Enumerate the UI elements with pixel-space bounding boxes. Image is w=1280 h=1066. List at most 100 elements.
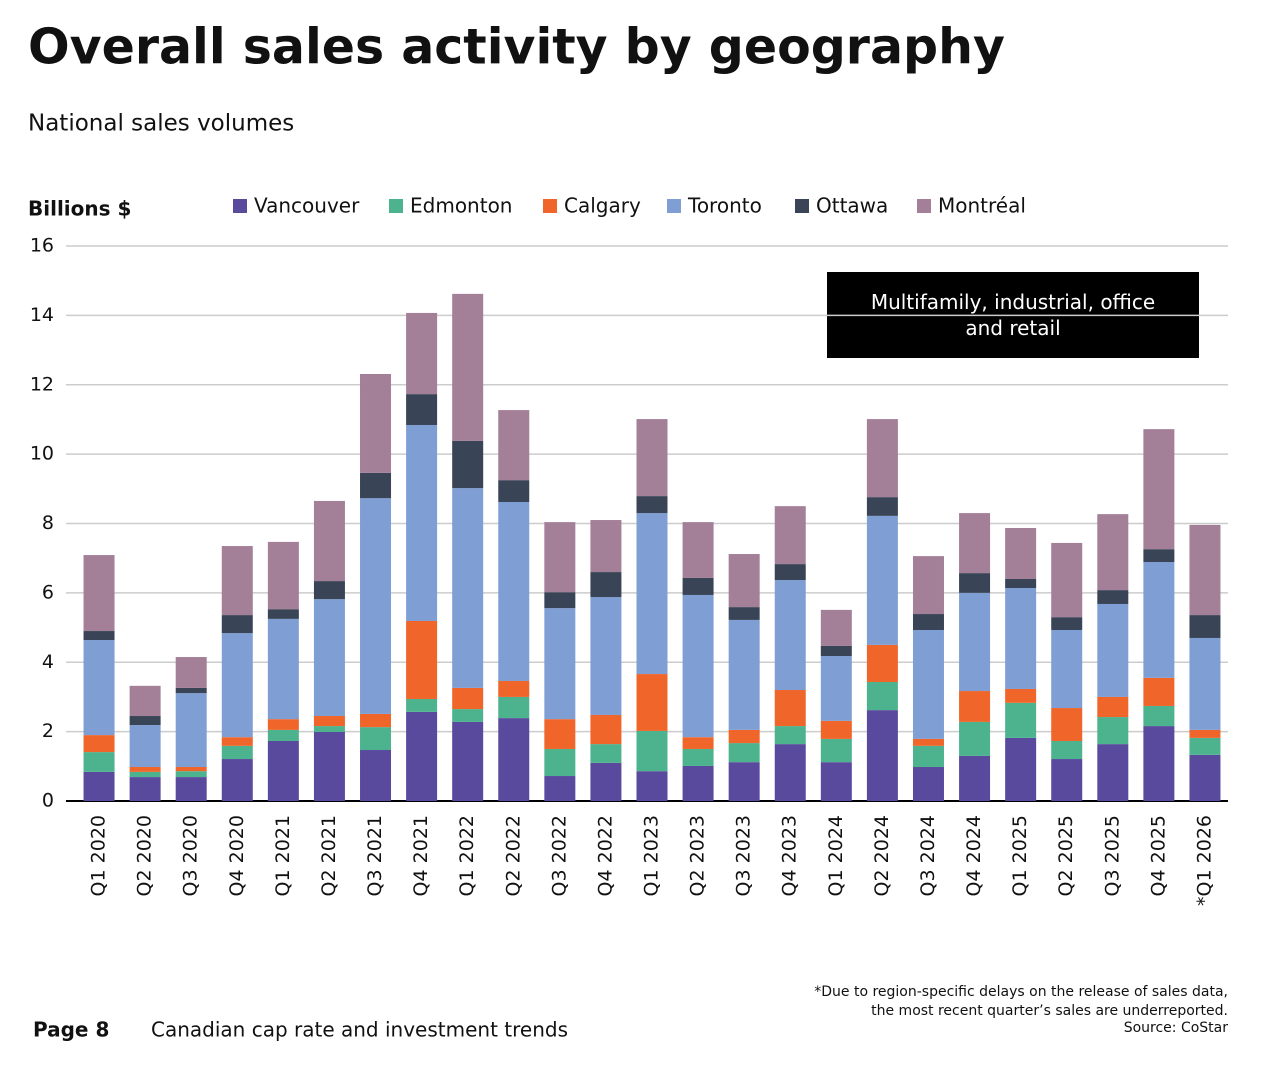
x-tick-label: Q4 2022 [594, 815, 616, 896]
bar-segment [221, 745, 253, 760]
bar-segment [406, 711, 438, 801]
bar-segment [313, 500, 345, 582]
bar-segment [360, 472, 392, 499]
x-tick-label: Q3 2024 [917, 815, 939, 896]
bar-segment [728, 743, 760, 763]
legend-swatch [667, 199, 681, 213]
bar-segment [1051, 740, 1083, 760]
y-tick-label: 6 [42, 581, 54, 603]
x-tick-label: Q3 2020 [180, 815, 202, 896]
bar-segment [774, 744, 806, 801]
bar-segment [267, 740, 299, 801]
bar-segment [1005, 702, 1037, 738]
bar-segment [544, 748, 576, 777]
bar-segment [728, 554, 760, 608]
y-tick-label: 0 [42, 790, 54, 812]
bar-segment [129, 767, 161, 772]
bar-segment [590, 597, 622, 715]
bar-segment [1097, 603, 1129, 697]
x-tick-label: Q2 2023 [687, 815, 709, 896]
bar-segment [912, 738, 944, 746]
x-tick-label: Q3 2023 [733, 815, 755, 896]
bar-segment [175, 767, 207, 772]
bar-segment [221, 633, 253, 738]
bar-segment [912, 629, 944, 739]
bar-segment [820, 720, 852, 739]
footnote: *Due to region-specific delays on the re… [814, 984, 1228, 1000]
bar-segment [360, 498, 392, 714]
bar-segment [866, 515, 898, 645]
bar-segment [912, 745, 944, 768]
bar-segment [1143, 549, 1175, 563]
bar-segment [774, 690, 806, 727]
bar-segment [959, 573, 991, 593]
bar-segment [590, 744, 622, 763]
bar-segment [267, 729, 299, 741]
bar-segment [820, 762, 852, 801]
bar-segment [820, 645, 852, 657]
bar-segment [406, 620, 438, 700]
y-axis-label: Billions $ [28, 197, 131, 221]
x-tick-label: Q2 2024 [871, 815, 893, 896]
bar-segment [1143, 562, 1175, 678]
bar-segment [1005, 588, 1037, 689]
subtitle: National sales volumes [28, 111, 294, 137]
bar-segment [1143, 677, 1175, 706]
bar-segment [866, 710, 898, 801]
bar-segment [83, 735, 115, 753]
bar-segment [313, 726, 345, 732]
y-tick-label: 8 [42, 512, 54, 534]
bar-segment [682, 594, 714, 738]
bar-segment [544, 522, 576, 593]
bar-segment [1051, 708, 1083, 741]
bar-segment [636, 674, 668, 731]
annotation: Multifamily, industrial, office and reta… [870, 290, 1156, 340]
bar-segment [636, 513, 668, 675]
bar-segment [498, 410, 530, 481]
bar-segment [1097, 590, 1129, 604]
bar-segment [313, 581, 345, 600]
bar-segment [959, 691, 991, 722]
x-tick-label: Q1 2024 [825, 815, 847, 896]
bar-segment [498, 718, 530, 801]
y-tick-label: 4 [42, 651, 54, 673]
bar-segment [959, 755, 991, 801]
bar-segment [820, 656, 852, 721]
bar-segment [590, 714, 622, 745]
bar-segment [682, 522, 714, 578]
bar-segment [636, 771, 668, 801]
bar-segment [866, 644, 898, 683]
x-tick-label: Q1 2021 [272, 815, 294, 896]
bar-segment [682, 737, 714, 749]
bar-segment [682, 577, 714, 595]
bar-segment [912, 767, 944, 801]
x-tick-label: Q4 2025 [1147, 815, 1169, 896]
document-title: Canadian cap rate and investment trends [151, 1018, 568, 1042]
bar-segment [590, 520, 622, 573]
bar-segment [406, 312, 438, 395]
annotation-text: Multifamily, industrial, office and reta… [870, 290, 1156, 340]
bar-segment [544, 776, 576, 801]
bar-segment [360, 373, 392, 473]
bar-segment [129, 777, 161, 801]
x-tick-label: Q2 2021 [318, 815, 340, 896]
bar-segment [1005, 528, 1037, 579]
legend-swatch [389, 199, 403, 213]
bar-segment [682, 765, 714, 801]
y-tick-label: 12 [30, 373, 54, 395]
bar-segment [912, 614, 944, 630]
bar-segment [267, 541, 299, 610]
x-tick-label: Q4 2023 [779, 815, 801, 896]
x-tick-label: Q3 2025 [1101, 815, 1123, 896]
bar-segment [866, 682, 898, 711]
x-tick-label: Q1 2025 [1009, 815, 1031, 896]
bar-segment [498, 501, 530, 681]
bar-segment [728, 729, 760, 744]
bar-segment [1005, 688, 1037, 703]
bar-segment [866, 497, 898, 516]
bar-segment [1097, 717, 1129, 745]
page-number: Page 8 [33, 1018, 109, 1042]
x-tick-label: Q3 2022 [548, 815, 570, 896]
bar-segment [1005, 737, 1037, 801]
